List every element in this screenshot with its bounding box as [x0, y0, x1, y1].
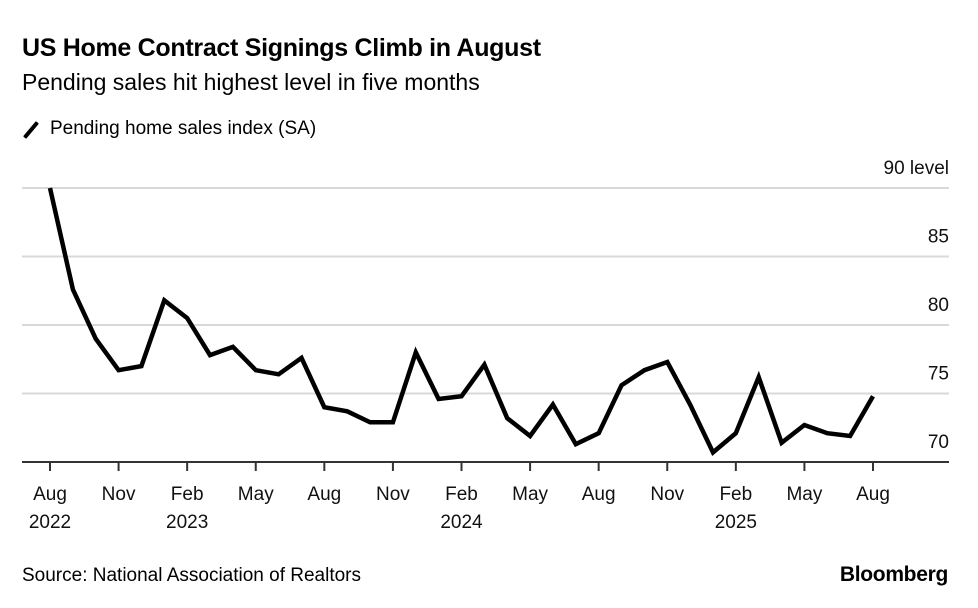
series-line-pending-home-sales	[47, 187, 875, 456]
x-tick-label: Nov	[102, 484, 136, 505]
x-tick-year-label: 2023	[166, 512, 208, 533]
y-tick-label: 80	[928, 295, 949, 316]
x-tick-label: Aug	[582, 484, 616, 505]
y-tick-label: 90 level	[884, 158, 950, 179]
chart-subtitle: Pending sales hit highest level in five …	[22, 69, 480, 95]
y-tick-label: 85	[928, 227, 949, 248]
x-tick-year-label: 2024	[440, 512, 483, 533]
chart-title: US Home Contract Signings Climb in Augus…	[22, 34, 541, 62]
x-tick-label: Aug	[33, 484, 67, 505]
x-axis: Aug 2022 Nov Feb 2023 May Aug Nov Feb 2024 May Aug N…	[22, 461, 949, 533]
x-tick-label: Feb	[171, 484, 204, 505]
legend-label: Pending home sales index (SA)	[50, 118, 317, 139]
x-tick-year-label: 2025	[715, 512, 757, 533]
y-tick-label: 70	[928, 432, 949, 453]
gridlines	[22, 187, 949, 395]
y-axis: 70 75 80 85 90 level	[884, 158, 950, 453]
x-tick-label: Nov	[376, 484, 410, 505]
x-tick-year-label: 2022	[29, 512, 71, 533]
x-tick-label: Feb	[719, 484, 752, 505]
bloomberg-logo: Bloomberg	[839, 563, 948, 586]
legend: Pending home sales index (SA)	[22, 118, 316, 140]
y-tick-label: 75	[928, 364, 949, 385]
x-tick-label: May	[238, 484, 274, 505]
x-tick-label: Nov	[650, 484, 684, 505]
x-tick-label: Feb	[445, 484, 478, 505]
x-tick-label: Aug	[307, 484, 341, 505]
x-tick-label: May	[786, 484, 822, 505]
x-tick-label: May	[512, 484, 548, 505]
x-tick-label: Aug	[856, 484, 890, 505]
source-note: Source: National Association of Realtors	[22, 565, 362, 586]
series-layer	[47, 187, 875, 456]
